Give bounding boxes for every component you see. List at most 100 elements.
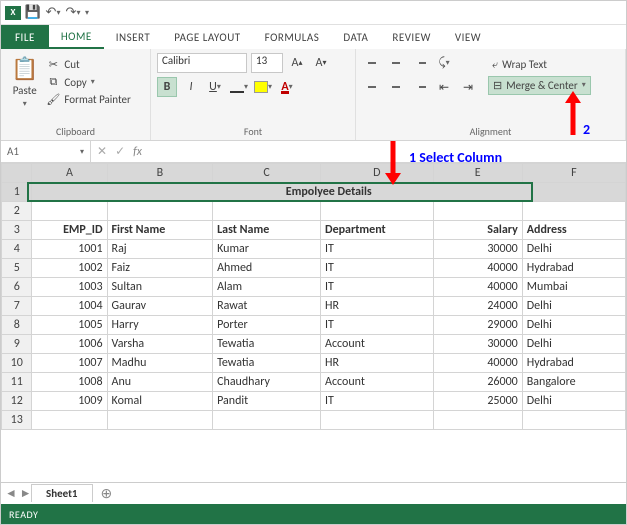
row-header-10[interactable]: 10 <box>2 354 32 373</box>
cell[interactable]: 30000 <box>433 240 522 259</box>
cell-header[interactable]: EMP_ID <box>32 221 107 240</box>
cell[interactable]: Bangalore <box>522 373 625 392</box>
cell[interactable] <box>213 202 321 221</box>
tab-file[interactable]: FILE <box>1 25 49 49</box>
cell-header[interactable]: Department <box>321 221 434 240</box>
cell[interactable]: 1001 <box>32 240 107 259</box>
align-bottom-button[interactable] <box>410 54 430 72</box>
row-header-9[interactable]: 9 <box>2 335 32 354</box>
align-middle-button[interactable] <box>386 54 406 72</box>
sheet-tab[interactable]: Sheet1 <box>31 484 93 502</box>
cell[interactable]: IT <box>321 259 434 278</box>
cell[interactable]: IT <box>321 240 434 259</box>
decrease-indent-button[interactable]: ⇤ <box>434 77 454 97</box>
italic-button[interactable]: I <box>181 77 201 97</box>
align-center-button[interactable] <box>386 78 406 96</box>
cell[interactable]: Porter <box>213 316 321 335</box>
cell[interactable] <box>32 411 107 430</box>
increase-font-button[interactable]: A▴ <box>287 53 307 73</box>
row-header-11[interactable]: 11 <box>2 373 32 392</box>
redo-icon[interactable]: ↷▾ <box>65 5 81 21</box>
align-right-button[interactable] <box>410 78 430 96</box>
cell[interactable] <box>107 411 213 430</box>
col-header-B[interactable]: B <box>107 164 213 183</box>
cell[interactable]: 25000 <box>433 392 522 411</box>
tab-review[interactable]: REVIEW <box>380 25 443 49</box>
cell[interactable]: IT <box>321 316 434 335</box>
row-header-1[interactable]: 1 <box>2 183 32 202</box>
row-header-6[interactable]: 6 <box>2 278 32 297</box>
fill-color-button[interactable]: ▾ <box>253 77 273 97</box>
decrease-font-button[interactable]: A▾ <box>311 53 331 73</box>
row-header-8[interactable]: 8 <box>2 316 32 335</box>
row-header-13[interactable]: 13 <box>2 411 32 430</box>
cell[interactable]: Tewatia <box>213 354 321 373</box>
merge-center-button[interactable]: ⊟Merge & Center▾ <box>488 76 591 95</box>
cell[interactable] <box>321 411 434 430</box>
cell[interactable] <box>32 202 107 221</box>
cell[interactable]: Hydrabad <box>522 354 625 373</box>
cell[interactable]: HR <box>321 354 434 373</box>
cell[interactable]: IT <box>321 392 434 411</box>
cell[interactable]: IT <box>321 278 434 297</box>
cell-title[interactable]: Empolyee Details <box>32 183 626 202</box>
cell[interactable]: 1007 <box>32 354 107 373</box>
cell[interactable] <box>213 411 321 430</box>
cell[interactable]: Delhi <box>522 392 625 411</box>
col-header-E[interactable]: E <box>433 164 522 183</box>
cell[interactable]: Varsha <box>107 335 213 354</box>
row-header-12[interactable]: 12 <box>2 392 32 411</box>
cell[interactable]: Raj <box>107 240 213 259</box>
cell[interactable]: Account <box>321 335 434 354</box>
cell[interactable]: 40000 <box>433 354 522 373</box>
select-all-corner[interactable] <box>2 164 32 183</box>
cell[interactable]: Alam <box>213 278 321 297</box>
cell[interactable]: Chaudhary <box>213 373 321 392</box>
tab-data[interactable]: DATA <box>331 25 380 49</box>
borders-button[interactable]: ▾ <box>229 77 249 97</box>
cell[interactable]: 1003 <box>32 278 107 297</box>
cell[interactable]: Anu <box>107 373 213 392</box>
cell-header[interactable]: First Name <box>107 221 213 240</box>
undo-icon[interactable]: ↶▾ <box>45 5 61 21</box>
cell[interactable]: Rawat <box>213 297 321 316</box>
row-header-5[interactable]: 5 <box>2 259 32 278</box>
cell[interactable]: Account <box>321 373 434 392</box>
tab-pagelayout[interactable]: PAGE LAYOUT <box>162 25 252 49</box>
qat-customize-icon[interactable]: ▾ <box>85 8 89 18</box>
cell-header[interactable]: Salary <box>433 221 522 240</box>
align-left-button[interactable] <box>362 78 382 96</box>
sheet-nav[interactable]: ◄ ► <box>5 486 31 501</box>
fx-icon[interactable]: fx <box>133 145 142 159</box>
cut-button[interactable]: ✂Cut <box>46 57 79 72</box>
cell[interactable]: 1005 <box>32 316 107 335</box>
cell[interactable]: Mumbai <box>522 278 625 297</box>
paste-button[interactable]: 📋 Paste ▾ <box>7 53 42 111</box>
row-header-3[interactable]: 3 <box>2 221 32 240</box>
cell[interactable] <box>321 202 434 221</box>
add-sheet-button[interactable]: ⊕ <box>93 483 121 504</box>
cell[interactable]: Tewatia <box>213 335 321 354</box>
cell[interactable]: Madhu <box>107 354 213 373</box>
cell[interactable]: Pandit <box>213 392 321 411</box>
cell-header[interactable]: Address <box>522 221 625 240</box>
cell[interactable]: Delhi <box>522 335 625 354</box>
align-top-button[interactable] <box>362 54 382 72</box>
cell[interactable]: 1009 <box>32 392 107 411</box>
row-header-7[interactable]: 7 <box>2 297 32 316</box>
tab-insert[interactable]: INSERT <box>104 25 163 49</box>
cell[interactable]: 1002 <box>32 259 107 278</box>
cell[interactable]: Komal <box>107 392 213 411</box>
tab-formulas[interactable]: FORMULAS <box>253 25 332 49</box>
cell-header[interactable]: Last Name <box>213 221 321 240</box>
row-header-2[interactable]: 2 <box>2 202 32 221</box>
save-icon[interactable]: 💾 <box>25 5 41 21</box>
enter-icon[interactable]: ✓ <box>115 144 125 159</box>
font-name-select[interactable]: Calibri <box>157 53 247 73</box>
underline-button[interactable]: U▾ <box>205 77 225 97</box>
cell[interactable]: 40000 <box>433 259 522 278</box>
cell[interactable]: 1004 <box>32 297 107 316</box>
format-painter-button[interactable]: 🖌Format Painter <box>46 92 130 107</box>
cell[interactable] <box>522 202 625 221</box>
name-box[interactable]: A1▾ <box>1 141 91 162</box>
